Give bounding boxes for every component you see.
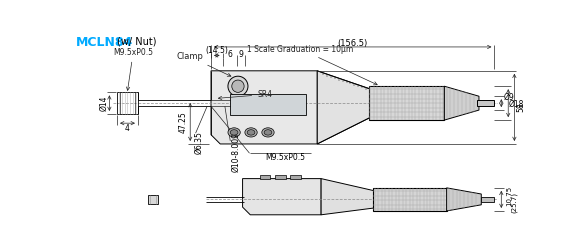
Bar xyxy=(369,86,444,120)
Ellipse shape xyxy=(230,130,238,135)
Text: SR4: SR4 xyxy=(219,90,272,100)
Bar xyxy=(373,188,447,211)
Text: Ø14: Ø14 xyxy=(100,96,108,111)
Polygon shape xyxy=(243,178,321,215)
Bar xyxy=(481,197,495,202)
Ellipse shape xyxy=(247,130,255,135)
Bar xyxy=(148,195,158,204)
Text: 10.75: 10.75 xyxy=(506,186,512,206)
Text: 6: 6 xyxy=(227,50,232,59)
Text: 58: 58 xyxy=(516,102,525,112)
Text: 47.25: 47.25 xyxy=(179,111,188,133)
Text: Ø10-8.009: Ø10-8.009 xyxy=(231,132,240,172)
Circle shape xyxy=(232,80,244,92)
Text: M9.5xP0.5: M9.5xP0.5 xyxy=(113,48,153,90)
Ellipse shape xyxy=(245,128,257,137)
Circle shape xyxy=(228,76,248,96)
Bar xyxy=(260,175,270,178)
Bar xyxy=(290,175,301,178)
Text: (14.5): (14.5) xyxy=(205,46,228,54)
Text: Ø6.35: Ø6.35 xyxy=(195,131,204,154)
Bar xyxy=(476,100,495,106)
Text: 1 Scale Graduation = 10μm: 1 Scale Graduation = 10μm xyxy=(247,44,377,85)
Text: M9.5xP0.5: M9.5xP0.5 xyxy=(265,152,305,162)
Text: (25.7): (25.7) xyxy=(511,192,517,213)
Polygon shape xyxy=(444,86,479,120)
Text: Ø9: Ø9 xyxy=(503,93,515,102)
Text: 9: 9 xyxy=(239,50,243,59)
Bar xyxy=(230,94,306,115)
Polygon shape xyxy=(317,71,371,144)
Ellipse shape xyxy=(264,130,272,135)
Text: Clamp: Clamp xyxy=(176,52,231,76)
Text: (156.5): (156.5) xyxy=(338,38,368,48)
Text: (w/ Nut): (w/ Nut) xyxy=(117,36,156,46)
Polygon shape xyxy=(447,188,481,211)
Polygon shape xyxy=(211,71,317,144)
Ellipse shape xyxy=(228,128,240,137)
Text: Ø18: Ø18 xyxy=(508,100,524,109)
Text: 4: 4 xyxy=(125,124,130,133)
Bar xyxy=(275,175,286,178)
Text: MCLN84: MCLN84 xyxy=(76,36,134,49)
Ellipse shape xyxy=(262,128,274,137)
Polygon shape xyxy=(321,178,375,215)
